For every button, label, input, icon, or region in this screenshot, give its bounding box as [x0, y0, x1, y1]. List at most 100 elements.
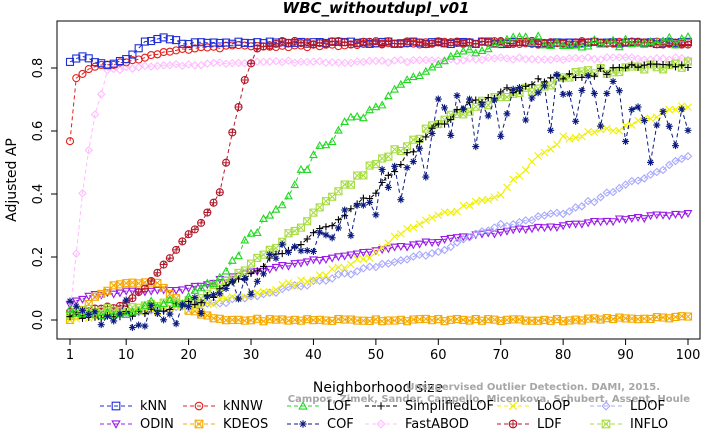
data-point: [521, 166, 530, 174]
data-point: [503, 183, 511, 192]
data-point: [390, 84, 400, 93]
data-point: [465, 201, 474, 210]
data-point: [403, 224, 411, 233]
data-point: [296, 164, 306, 173]
data-point: [121, 310, 131, 319]
data-point: [490, 223, 499, 232]
y-tick-label: 0.8: [31, 58, 46, 79]
data-point: [421, 66, 431, 75]
data-point: [178, 301, 186, 309]
data-point: [322, 271, 330, 280]
data-point: [122, 296, 130, 304]
data-point: [427, 62, 437, 71]
data-point: [440, 235, 449, 244]
data-point: [321, 58, 331, 67]
data-point: [322, 231, 330, 239]
data-point: [459, 105, 467, 113]
data-point: [153, 34, 162, 44]
data-point: [65, 304, 75, 313]
data-point: [115, 301, 124, 310]
data-point: [272, 254, 280, 262]
data-point: [215, 299, 225, 308]
data-point: [546, 145, 555, 153]
series-fastabod: [65, 53, 693, 317]
data-point: [590, 54, 599, 64]
data-point: [390, 232, 399, 241]
y-tick-label: 0.2: [31, 247, 46, 268]
data-point: [608, 187, 618, 197]
data-point: [528, 94, 536, 102]
data-point: [408, 241, 418, 250]
data-point: [434, 95, 442, 103]
data-point: [477, 55, 487, 65]
data-point: [321, 276, 331, 285]
data-point: [278, 240, 286, 248]
data-point: [221, 298, 231, 308]
data-point: [333, 125, 343, 134]
data-point: [365, 262, 374, 272]
data-point: [621, 216, 631, 225]
data-point: [302, 57, 312, 67]
data-point: [228, 292, 237, 301]
data-point: [234, 251, 243, 260]
data-point: [172, 320, 180, 328]
series-line: [69, 63, 689, 320]
data-point: [527, 54, 537, 64]
data-point: [171, 286, 181, 295]
data-point: [533, 55, 543, 64]
data-point: [596, 218, 606, 227]
data-point: [216, 290, 224, 298]
data-point: [577, 220, 587, 229]
legend-item-odin: ODIN: [100, 417, 174, 432]
data-point: [546, 209, 555, 218]
data-point: [334, 187, 343, 196]
legend-swatch-marker: [194, 401, 204, 411]
data-point: [465, 44, 474, 53]
data-point: [647, 158, 655, 166]
data-point: [190, 285, 200, 294]
data-point: [103, 312, 111, 320]
data-point: [458, 46, 468, 55]
data-point: [160, 316, 168, 324]
data-point: [447, 116, 455, 124]
data-point: [539, 40, 549, 49]
data-point: [246, 228, 256, 237]
data-point: [609, 126, 617, 135]
x-tick-label: 20: [180, 348, 197, 363]
data-point: [603, 70, 611, 78]
data-point: [303, 277, 312, 286]
data-point: [203, 38, 212, 47]
data-point: [421, 55, 431, 65]
legend-swatch-marker: [508, 401, 518, 411]
data-point: [578, 86, 586, 94]
data-point: [372, 211, 380, 219]
series-cof: [66, 71, 692, 332]
data-point: [221, 59, 231, 69]
data-point: [446, 242, 456, 252]
data-point: [190, 225, 199, 234]
data-point: [565, 207, 574, 216]
data-point: [221, 266, 231, 275]
data-point: [652, 167, 662, 177]
data-point: [371, 56, 381, 66]
data-point: [315, 276, 324, 286]
data-point: [653, 60, 661, 68]
data-point: [602, 217, 612, 226]
data-point: [309, 40, 318, 49]
data-point: [453, 92, 461, 100]
data-point: [558, 222, 568, 231]
data-point: [553, 71, 561, 79]
data-point: [203, 293, 211, 301]
data-point: [252, 57, 262, 66]
data-point: [484, 112, 492, 120]
data-point: [228, 58, 237, 68]
data-point: [78, 306, 86, 314]
data-point: [496, 38, 506, 47]
data-point: [140, 61, 150, 71]
data-point: [552, 208, 562, 218]
data-point: [153, 310, 161, 318]
series-lof: [65, 31, 693, 319]
legend-item-inflo: INFLO: [590, 417, 668, 432]
data-point: [358, 248, 368, 257]
data-point: [222, 284, 230, 292]
